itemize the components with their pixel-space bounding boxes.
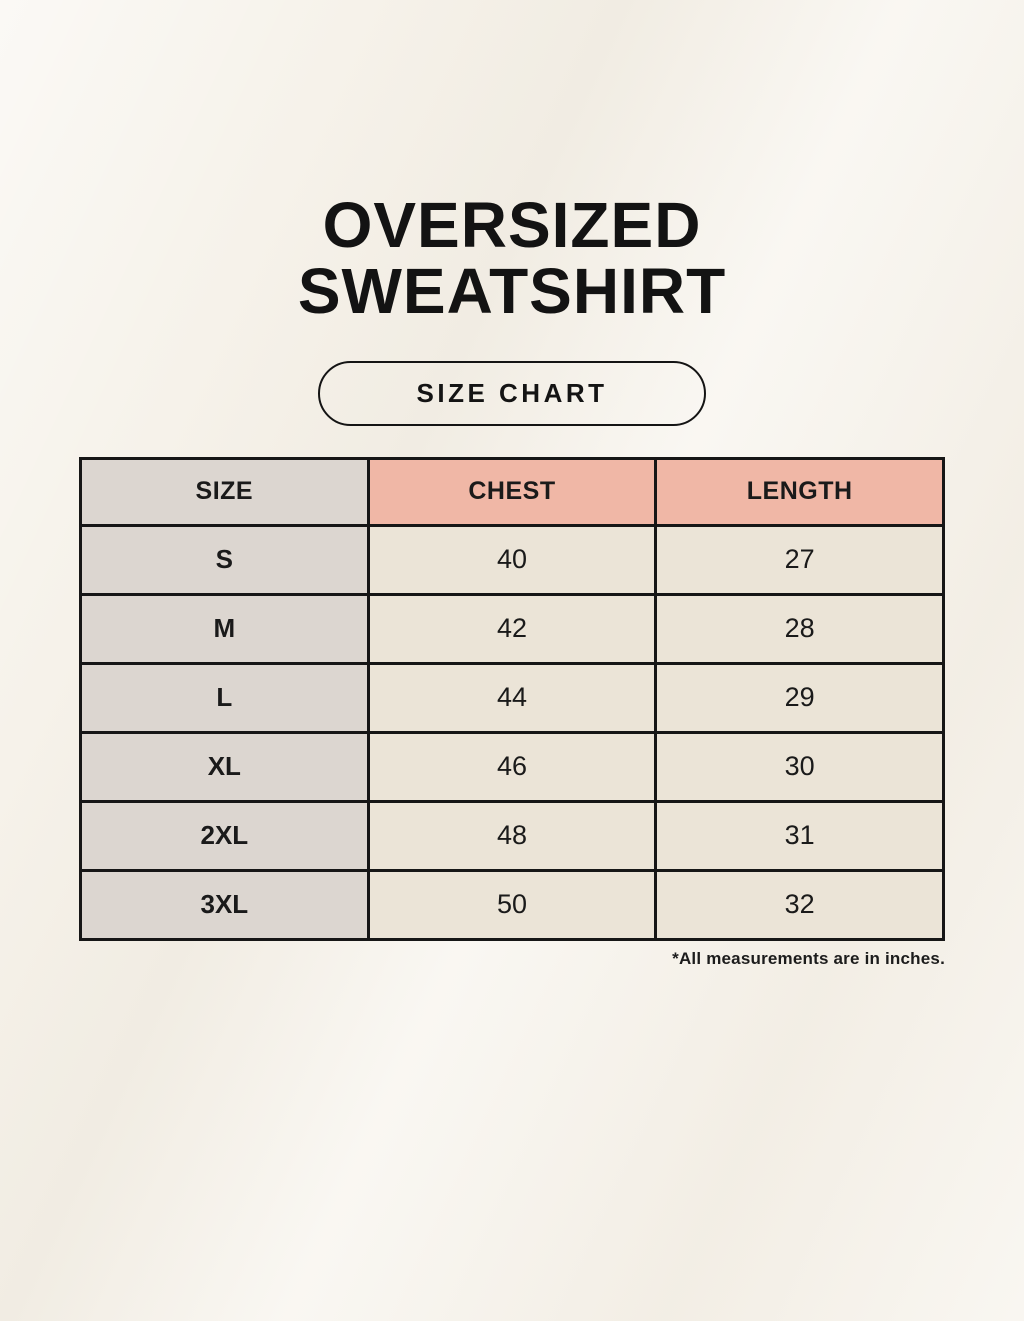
length-cell: 32 bbox=[654, 868, 945, 941]
size-cell: L bbox=[79, 661, 370, 734]
size-cell: M bbox=[79, 592, 370, 665]
table-row: 3XL 50 32 bbox=[79, 868, 945, 941]
chest-cell: 50 bbox=[366, 868, 658, 941]
table-row: XL 46 30 bbox=[79, 730, 945, 803]
length-cell: 29 bbox=[654, 661, 945, 734]
size-chart-badge-label: SIZE CHART bbox=[416, 377, 608, 408]
size-table-container: SIZE CHEST LENGTH S 40 27 M 42 28 L bbox=[79, 456, 945, 969]
table-row: L 44 29 bbox=[79, 661, 945, 734]
table-row: 2XL 48 31 bbox=[79, 799, 945, 872]
size-cell: XL bbox=[79, 730, 370, 803]
chest-cell: 48 bbox=[366, 799, 658, 872]
size-chart-badge[interactable]: SIZE CHART bbox=[318, 360, 706, 426]
size-table: SIZE CHEST LENGTH S 40 27 M 42 28 L bbox=[79, 456, 945, 941]
measurements-footnote: *All measurements are in inches. bbox=[672, 948, 945, 968]
column-header-length: LENGTH bbox=[654, 456, 945, 527]
page-title-line2: SWEATSHIRT bbox=[297, 254, 727, 327]
length-cell: 30 bbox=[654, 730, 945, 803]
table-row: M 42 28 bbox=[79, 592, 945, 665]
length-cell: 27 bbox=[654, 523, 945, 596]
table-row: S 40 27 bbox=[79, 523, 945, 596]
size-cell: 2XL bbox=[79, 799, 370, 872]
length-cell: 28 bbox=[654, 592, 945, 665]
chest-cell: 46 bbox=[366, 730, 658, 803]
size-cell: 3XL bbox=[79, 868, 370, 941]
length-cell: 31 bbox=[654, 799, 945, 872]
column-header-size: SIZE bbox=[79, 456, 370, 527]
size-cell: S bbox=[79, 523, 370, 596]
column-header-chest: CHEST bbox=[366, 456, 658, 527]
page-title-line1: OVERSIZED bbox=[322, 189, 702, 261]
size-table-header-row: SIZE CHEST LENGTH bbox=[79, 456, 945, 527]
chest-cell: 44 bbox=[366, 661, 658, 734]
chest-cell: 42 bbox=[366, 592, 658, 665]
page-title: OVERSIZED SWEATSHIRT bbox=[0, 0, 1024, 325]
chest-cell: 40 bbox=[366, 523, 658, 596]
